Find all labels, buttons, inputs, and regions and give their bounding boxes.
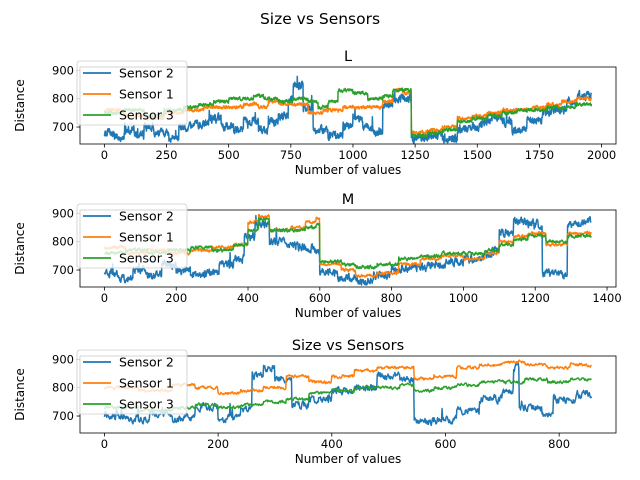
y-axis-label: Distance: [13, 368, 27, 420]
figure-suptitle: Size vs Sensors: [260, 10, 380, 28]
legend-box: [76, 203, 188, 269]
y-tick-label: 800: [52, 235, 74, 249]
subplot-2: 0 200 400 600 800 1000 1200 1400 700 800 900 M Numbe…: [13, 192, 622, 320]
x-tick-label: 400: [321, 437, 343, 451]
x-tick-label: 600: [435, 437, 457, 451]
y-tick-label: 900: [52, 63, 74, 77]
y-tick-label: 700: [52, 409, 74, 423]
y-axis-label: Distance: [13, 79, 27, 131]
x-axis-label: Number of values: [295, 163, 401, 177]
legend-label: Sensor 3: [119, 397, 174, 412]
x-tick-label: 1500: [463, 148, 492, 162]
legend-box: [76, 60, 188, 126]
legend-label: Sensor 1: [119, 230, 174, 245]
y-tick-label: 900: [52, 352, 74, 366]
legend-label: Sensor 2: [119, 66, 174, 81]
x-tick-label: 2000: [587, 148, 616, 162]
subplot-1: 0 250 500 750 1000 1250 1500 1750 2000 700 800 900 L…: [13, 49, 617, 177]
x-tick-label: 1250: [400, 148, 429, 162]
legend-label: Sensor 2: [119, 355, 174, 370]
subplot-title: L: [344, 49, 352, 65]
subplot-title: M: [342, 192, 355, 208]
legend-label: Sensor 2: [119, 209, 174, 224]
series-line-s2: [103, 75, 593, 144]
x-tick-label: 750: [280, 148, 302, 162]
x-tick-label: 0: [101, 291, 108, 305]
legend: Sensor 2 Sensor 1 Sensor 3: [76, 349, 188, 415]
x-tick-label: 800: [381, 291, 403, 305]
y-tick-label: 900: [52, 206, 74, 220]
x-tick-label: 400: [237, 291, 259, 305]
series-line-s2: [103, 214, 592, 286]
x-tick-label: 0: [101, 148, 108, 162]
y-tick-label: 800: [52, 92, 74, 106]
legend-box: [76, 349, 188, 415]
x-tick-label: 1200: [521, 291, 550, 305]
legend-label: Sensor 1: [119, 87, 174, 102]
x-tick-label: 0: [101, 437, 108, 451]
x-tick-label: 800: [548, 437, 570, 451]
x-axis-label: Number of values: [295, 452, 401, 466]
y-tick-label: 700: [52, 120, 74, 134]
x-tick-label: 250: [156, 148, 178, 162]
y-tick-label: 700: [52, 263, 74, 277]
x-axis-label: Number of values: [295, 306, 401, 320]
y-axis-label: Distance: [13, 222, 27, 274]
x-tick-label: 1000: [449, 291, 478, 305]
x-tick-label: 1750: [525, 148, 554, 162]
legend-label: Sensor 3: [119, 251, 174, 266]
x-tick-label: 200: [207, 437, 229, 451]
x-tick-label: 1000: [338, 148, 367, 162]
legend: Sensor 2 Sensor 1 Sensor 3: [76, 203, 188, 269]
x-tick-label: 600: [309, 291, 331, 305]
subplot-3: 0 200 400 600 800 700 800 900 Size vs Sensors Num…: [13, 338, 617, 466]
legend: Sensor 2 Sensor 1 Sensor 3: [76, 60, 188, 126]
series-line-s2: [103, 362, 593, 427]
legend-label: Sensor 3: [119, 108, 174, 123]
subplot-title: Size vs Sensors: [292, 338, 404, 354]
x-tick-label: 500: [218, 148, 240, 162]
y-tick-label: 800: [52, 381, 74, 395]
x-tick-label: 1400: [592, 291, 621, 305]
legend-label: Sensor 1: [119, 376, 174, 391]
x-tick-label: 200: [165, 291, 187, 305]
